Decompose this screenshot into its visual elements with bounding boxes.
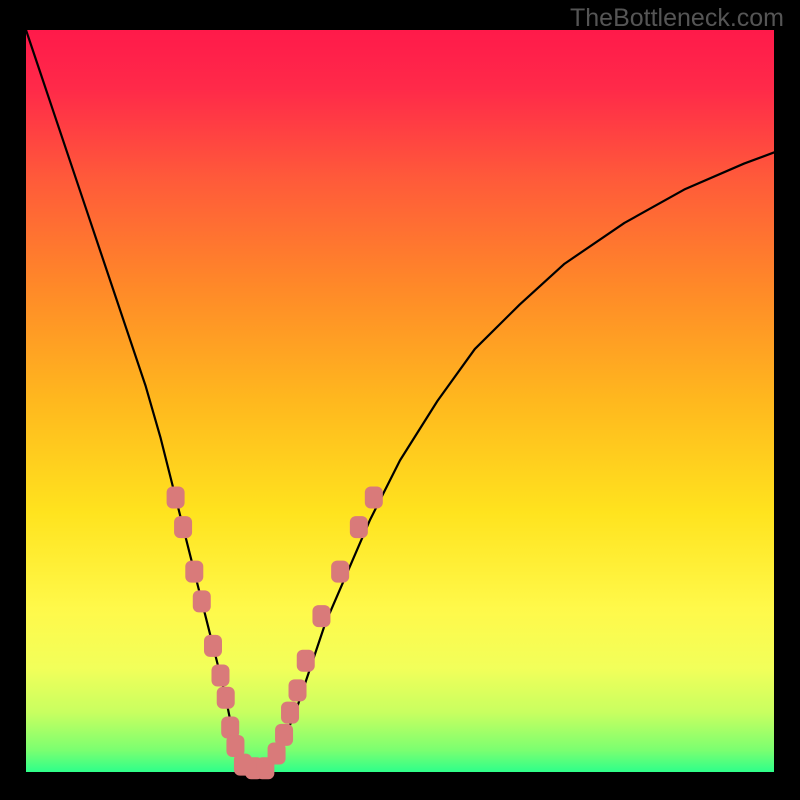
marker: [174, 516, 192, 538]
marker: [211, 665, 229, 687]
marker: [350, 516, 368, 538]
marker: [185, 561, 203, 583]
marker: [167, 486, 185, 508]
marker: [297, 650, 315, 672]
marker: [275, 724, 293, 746]
marker: [193, 590, 211, 612]
plot-background: [26, 30, 774, 772]
marker: [281, 702, 299, 724]
marker: [204, 635, 222, 657]
marker: [365, 486, 383, 508]
marker: [331, 561, 349, 583]
watermark-label: TheBottleneck.com: [570, 4, 784, 33]
marker: [312, 605, 330, 627]
chart-svg: [0, 0, 800, 800]
figure-root: TheBottleneck.com: [0, 0, 800, 800]
marker: [217, 687, 235, 709]
marker: [289, 679, 307, 701]
